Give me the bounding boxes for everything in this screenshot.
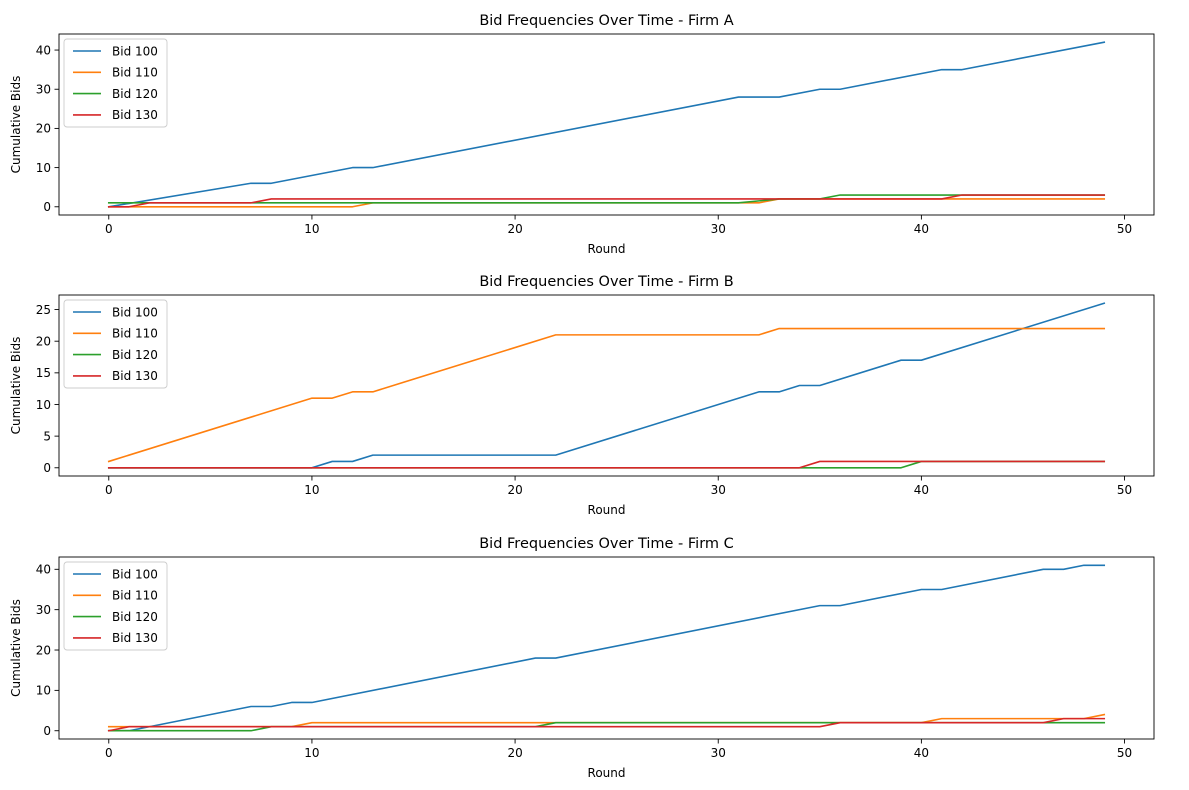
- x-tick-label: 50: [1117, 483, 1132, 497]
- x-tick-label: 50: [1117, 222, 1132, 236]
- x-tick-label: 40: [914, 222, 929, 236]
- legend: Bid 100 Bid 110 Bid 120 Bid 130: [63, 38, 168, 128]
- y-axis-label: Cumulative Bids: [9, 599, 23, 697]
- legend: Bid 100 Bid 110 Bid 120 Bid 130: [63, 299, 168, 389]
- series-line-bid-120: [107, 460, 1106, 469]
- series-line-bid-110: [107, 327, 1106, 463]
- y-tick-label: 40: [36, 43, 51, 57]
- x-tick-label: 30: [711, 746, 726, 760]
- x-tick-label: 10: [304, 483, 319, 497]
- legend-label: Bid 100: [112, 567, 158, 581]
- x-tick-label: 0: [105, 222, 113, 236]
- x-tick-label: 20: [507, 222, 522, 236]
- chart-title: Bid Frequencies Over Time - Firm A: [479, 13, 733, 29]
- x-tick-label: 0: [105, 483, 113, 497]
- legend-label: Bid 130: [112, 631, 158, 645]
- y-tick-label: 10: [36, 398, 51, 412]
- x-tick-label: 30: [711, 222, 726, 236]
- subplot-1: 0 10 20 30 40 50 0 10 20 30 40 Bid Frequencies Over…: [9, 13, 1155, 256]
- series-line-bid-130: [107, 194, 1106, 208]
- legend-box: [63, 561, 168, 651]
- legend-label: Bid 120: [112, 87, 158, 101]
- x-tick-label: 10: [304, 746, 319, 760]
- legend-label: Bid 130: [112, 369, 158, 383]
- subplot-2: 0 10 20 30 40 50 0 5 10 15 20 25 Bid Frequencies Ove…: [9, 274, 1155, 517]
- axes-frame: [58, 294, 1155, 477]
- subplot-3: 0 10 20 30 40 50 0 10 20 30 40 Bid Frequencies Over…: [9, 536, 1155, 780]
- y-axis-label: Cumulative Bids: [9, 76, 23, 174]
- y-tick-label: 5: [43, 429, 51, 443]
- legend: Bid 100 Bid 110 Bid 120 Bid 130: [63, 561, 168, 651]
- axes-frame: [58, 33, 1155, 216]
- legend-box: [63, 299, 168, 389]
- y-tick-label: 40: [36, 563, 51, 577]
- x-axis-label: Round: [588, 242, 626, 256]
- x-tick-label: 40: [914, 746, 929, 760]
- x-axis-label: Round: [588, 503, 626, 517]
- legend-label: Bid 110: [112, 327, 158, 341]
- axes-frame: [58, 556, 1155, 740]
- series-line-bid-130: [107, 460, 1106, 469]
- x-tick-label: 10: [304, 222, 319, 236]
- y-tick-label: 20: [36, 643, 51, 657]
- y-tick-label: 10: [36, 161, 51, 175]
- series-line-bid-110: [107, 713, 1106, 728]
- legend-label: Bid 110: [112, 589, 158, 603]
- legend-label: Bid 100: [112, 305, 158, 319]
- chart-title: Bid Frequencies Over Time - Firm C: [479, 536, 734, 552]
- series-line-bid-100: [107, 564, 1106, 732]
- y-tick-label: 0: [43, 200, 51, 214]
- series-lines: [107, 564, 1106, 732]
- y-tick-label: 25: [36, 303, 51, 317]
- legend-label: Bid 100: [112, 44, 158, 58]
- legend-label: Bid 120: [112, 610, 158, 624]
- y-tick-label: 10: [36, 684, 51, 698]
- y-tick-label: 20: [36, 122, 51, 136]
- x-tick-label: 40: [914, 483, 929, 497]
- legend-label: Bid 120: [112, 348, 158, 362]
- chart-title: Bid Frequencies Over Time - Firm B: [479, 274, 733, 290]
- series-lines: [107, 302, 1106, 469]
- legend-box: [63, 38, 168, 128]
- y-tick-label: 30: [36, 83, 51, 97]
- x-tick-label: 50: [1117, 746, 1132, 760]
- x-tick-label: 30: [711, 483, 726, 497]
- y-tick-label: 20: [36, 334, 51, 348]
- series-line-bid-100: [107, 41, 1106, 208]
- y-tick-label: 0: [43, 724, 51, 738]
- y-tick-label: 0: [43, 461, 51, 475]
- y-tick-label: 15: [36, 366, 51, 380]
- legend-label: Bid 110: [112, 66, 158, 80]
- series-line-bid-130: [107, 717, 1106, 732]
- x-tick-label: 20: [507, 746, 522, 760]
- y-tick-label: 30: [36, 603, 51, 617]
- y-axis-label: Cumulative Bids: [9, 337, 23, 435]
- series-line-bid-100: [107, 302, 1106, 469]
- legend-label: Bid 130: [112, 108, 158, 122]
- series-lines: [107, 41, 1106, 208]
- x-tick-label: 0: [105, 746, 113, 760]
- x-tick-label: 20: [507, 483, 522, 497]
- x-axis-label: Round: [588, 766, 626, 780]
